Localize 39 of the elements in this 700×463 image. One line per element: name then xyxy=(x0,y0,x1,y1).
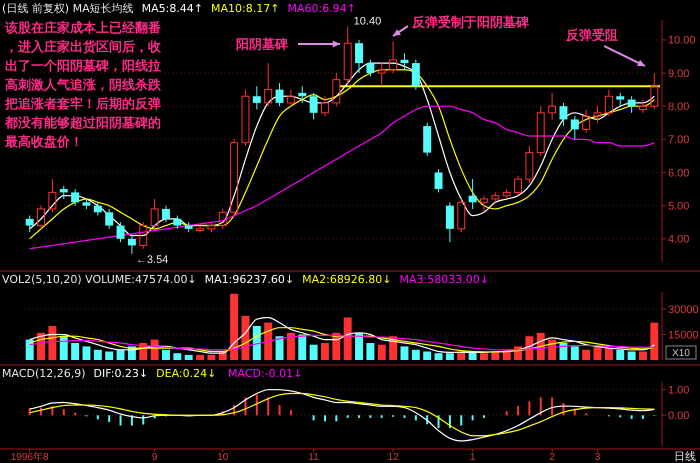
x-tick-label: 2 xyxy=(549,452,556,463)
y-axis-title: X10 xyxy=(672,348,690,359)
x-tick-label: 1996年8 xyxy=(10,451,50,463)
x-tick-label: 12 xyxy=(388,452,400,463)
text: MA10:8.17↑ xyxy=(211,2,280,15)
annotation: 反弹受制于阳阴墓碑 xyxy=(411,14,529,31)
annotation: 10.40 xyxy=(354,16,382,28)
y-tick-label: 8.00 xyxy=(668,101,690,114)
annotation: ←3.54 xyxy=(136,254,168,266)
text: MA60:6.94↑ xyxy=(287,2,356,15)
chart-title: MACD(12,26,9) xyxy=(2,367,86,380)
x-tick-label: 3 xyxy=(594,452,601,463)
text: DEA:0.24↓ xyxy=(156,367,216,380)
text: MA1:96237.60↓ xyxy=(204,273,294,286)
y-tick-label: 30000 xyxy=(668,304,699,316)
annotation: 反弹受阻 xyxy=(565,28,618,44)
y-tick-label: 7.00 xyxy=(668,134,690,146)
y-tick-label: 6.00 xyxy=(668,167,690,180)
y-tick-label: 1.00 xyxy=(668,384,690,397)
text: MACD:-0.01↓ xyxy=(228,367,302,380)
y-tick-label: 4.00 xyxy=(668,234,690,246)
y-tick-label: 10.00 xyxy=(668,34,696,47)
text: 日线 xyxy=(674,450,696,463)
y-tick-label: 5.00 xyxy=(668,200,690,212)
text: MA3:58033.00↓ xyxy=(400,273,489,286)
y-tick-label: 9.00 xyxy=(668,68,690,80)
text: MA2:68926.80↓ xyxy=(302,273,392,286)
chart-title: (日线 前复权) MA短长均线 xyxy=(2,2,134,15)
annotation: 该股在庄家成本上已经翻番，进入庄家出货区间后，收出了一个阳阴墓碑，阳线拉高刺激人气追涨，阴线杀跌把追涨者套牢！后期的反弹都没有能够超过阳阴墓碑的最高收盘价！ xyxy=(4,20,162,150)
chart-title: VOL2(5,10,20) VOLUME:47574.00↓ xyxy=(2,273,197,286)
text: DIF:0.23↓ xyxy=(94,367,148,380)
y-tick-label: 15000 xyxy=(668,329,699,342)
x-tick-label: 1 xyxy=(470,452,476,463)
x-tick-label: 10 xyxy=(217,452,229,463)
x-tick-label: 11 xyxy=(308,452,320,463)
y-tick-label: 0.00 xyxy=(668,410,690,422)
x-tick-label: 9 xyxy=(152,452,158,463)
annotation: 阳阴墓碑 xyxy=(236,38,288,53)
text: MA5:8.44↑ xyxy=(142,2,204,15)
